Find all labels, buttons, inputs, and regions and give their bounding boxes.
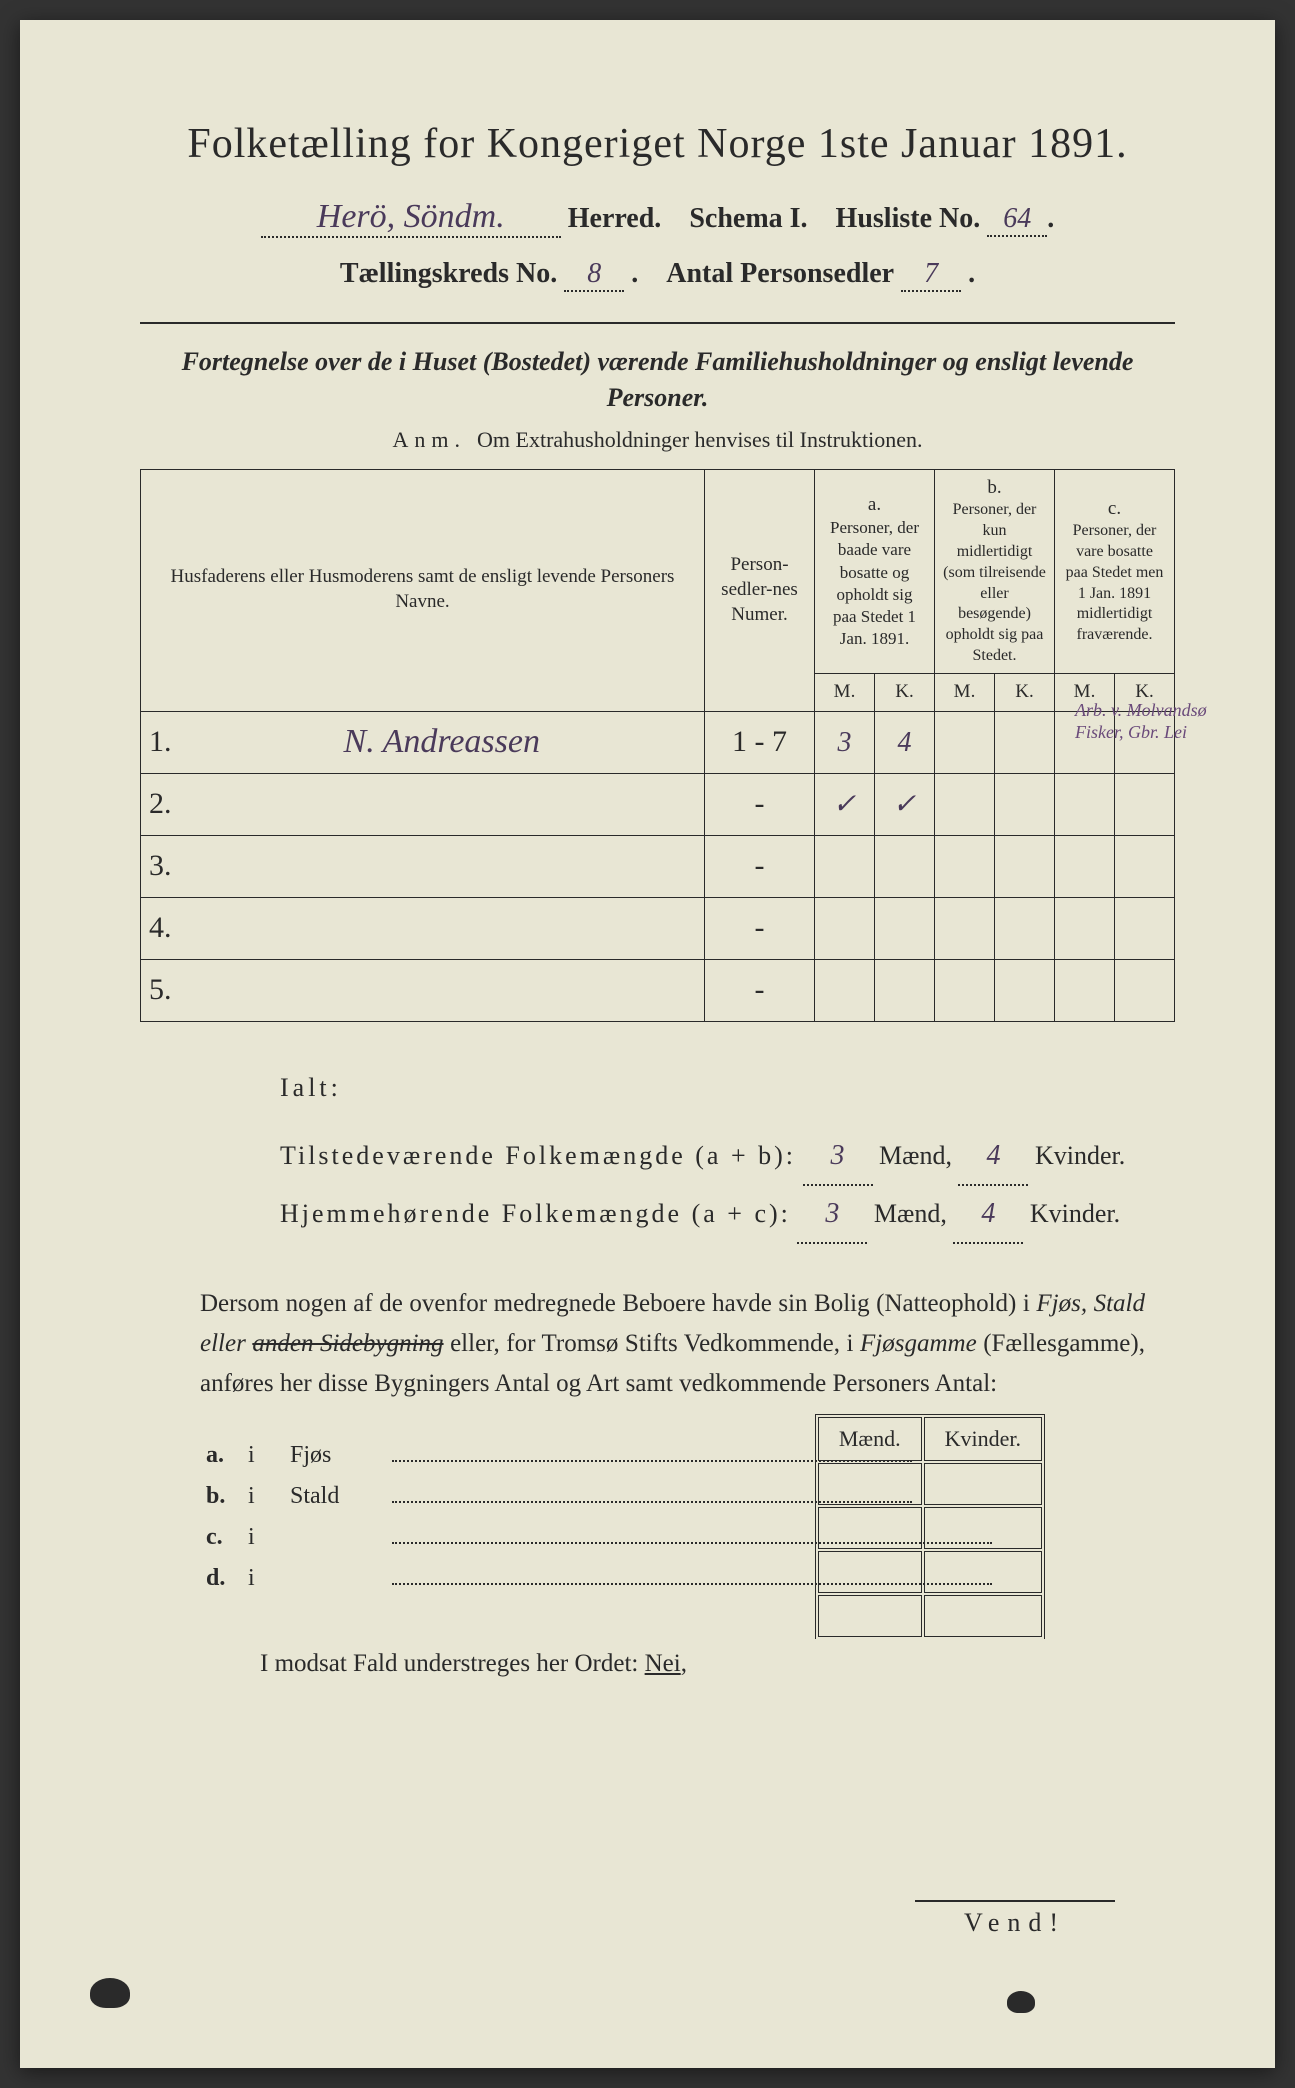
resident-maend: 3	[797, 1186, 867, 1244]
total-resident: Hjemmehørende Folkemængde (a + c): 3 Mæn…	[280, 1186, 1175, 1244]
a-k	[875, 835, 935, 897]
total-present: Tilstedeværende Folkemængde (a + b): 3 M…	[280, 1128, 1175, 1186]
vend-label: Vend!	[915, 1900, 1115, 1938]
table-row: 5. -	[141, 959, 1175, 1021]
b-m	[935, 711, 995, 773]
present-kvinder: 4	[958, 1128, 1028, 1186]
row-number: 5.	[141, 959, 180, 1021]
name-cell	[180, 959, 705, 1021]
totals-block: Ialt: Tilstedeværende Folkemængde (a + b…	[280, 1062, 1175, 1244]
a-k	[875, 897, 935, 959]
c-m	[1055, 897, 1115, 959]
c-k	[1115, 959, 1175, 1021]
c-m	[1055, 959, 1115, 1021]
col-a-k: K.	[875, 673, 935, 711]
mk-k: Kvinder.	[924, 1417, 1042, 1461]
row-number: 4.	[141, 897, 180, 959]
herred-label: Herred.	[568, 203, 662, 234]
a-m	[815, 959, 875, 1021]
present-maend: 3	[803, 1128, 873, 1186]
page-title: Folketælling for Kongeriget Norge 1ste J…	[140, 120, 1175, 168]
a-m: 3	[815, 711, 875, 773]
header-row-2: Tællingskreds No. 8 . Antal Personsedler…	[140, 258, 1175, 292]
b-k	[995, 773, 1055, 835]
col-b-m: M.	[935, 673, 995, 711]
a-k: 4	[875, 711, 935, 773]
row-number: 3.	[141, 835, 180, 897]
sedler-cell: -	[705, 897, 815, 959]
ialt-label: Ialt:	[280, 1062, 1175, 1114]
b-m	[935, 835, 995, 897]
col-a-m: M.	[815, 673, 875, 711]
census-table: Husfaderens eller Husmoderens samt de en…	[140, 469, 1175, 1022]
kreds-no: 8	[564, 258, 624, 292]
c-m	[1055, 835, 1115, 897]
col-name: Husfaderens eller Husmoderens samt de en…	[141, 469, 705, 711]
mk-m: Mænd.	[818, 1417, 922, 1461]
resident-kvinder: 4	[953, 1186, 1023, 1244]
anm-note: Anm. Om Extrahusholdninger henvises til …	[140, 427, 1175, 453]
table-row: 3. -	[141, 835, 1175, 897]
table-row: 4. -	[141, 897, 1175, 959]
b-k	[995, 711, 1055, 773]
table-row: 1.N. Andreassen1 - 734	[141, 711, 1175, 773]
col-b-k: K.	[995, 673, 1055, 711]
sedler-no: 7	[901, 258, 961, 292]
census-form-page: Folketælling for Kongeriget Norge 1ste J…	[20, 20, 1275, 2068]
a-k	[875, 959, 935, 1021]
col-c: c. Personer, der vare bosatte paa Stedet…	[1055, 469, 1175, 673]
c-k	[1115, 835, 1175, 897]
sedler-cell: -	[705, 835, 815, 897]
row-number: 1.	[141, 711, 180, 773]
kreds-label: Tællingskreds No.	[340, 258, 557, 289]
sedler-cell: -	[705, 773, 815, 835]
col-b: b. Personer, der kun midlertidigt (som t…	[935, 469, 1055, 673]
outbuilding-paragraph: Dersom nogen af de ovenfor medregnede Be…	[200, 1284, 1145, 1404]
margin-annotation: Arb. v. Molvandsø Fisker, Gbr. Lei	[1075, 700, 1235, 743]
col-sedler: Person-sedler-nes Numer.	[705, 469, 815, 711]
name-cell	[180, 773, 705, 835]
sedler-cell: -	[705, 959, 815, 1021]
sedler-label: Antal Personsedler	[666, 258, 894, 289]
b-m	[935, 897, 995, 959]
sedler-cell: 1 - 7	[705, 711, 815, 773]
name-cell	[180, 835, 705, 897]
a-m	[815, 897, 875, 959]
a-m: ✓	[815, 773, 875, 835]
header-row-1: Herö, Söndm. Herred. Schema I. Husliste …	[140, 198, 1175, 238]
form-subtitle: Fortegnelse over de i Huset (Bostedet) v…	[180, 344, 1135, 417]
a-m	[815, 835, 875, 897]
table-row: 2. -✓✓	[141, 773, 1175, 835]
schema-label: Schema I.	[689, 203, 807, 234]
c-k	[1115, 897, 1175, 959]
page-tear	[1007, 1991, 1035, 2013]
name-cell: N. Andreassen	[180, 711, 705, 773]
nei-line: I modsat Fald understreges her Ordet: Ne…	[260, 1650, 1175, 1678]
husliste-no: 64	[987, 203, 1047, 237]
b-k	[995, 959, 1055, 1021]
husliste-label: Husliste No.	[836, 203, 981, 234]
herred-handwritten: Herö, Söndm.	[261, 198, 561, 238]
col-a: a. Personer, der baade vare bosatte og o…	[815, 469, 935, 673]
outbuilding-section: Dersom nogen af de ovenfor medregnede Be…	[140, 1284, 1175, 1600]
c-k	[1115, 773, 1175, 835]
name-cell	[180, 897, 705, 959]
a-k: ✓	[875, 773, 935, 835]
b-m	[935, 773, 995, 835]
b-k	[995, 835, 1055, 897]
page-tear	[90, 1978, 130, 2008]
mk-side-table: Mænd. Kvinder.	[815, 1414, 1045, 1639]
b-m	[935, 959, 995, 1021]
c-m	[1055, 773, 1115, 835]
divider	[140, 322, 1175, 324]
row-number: 2.	[141, 773, 180, 835]
b-k	[995, 897, 1055, 959]
